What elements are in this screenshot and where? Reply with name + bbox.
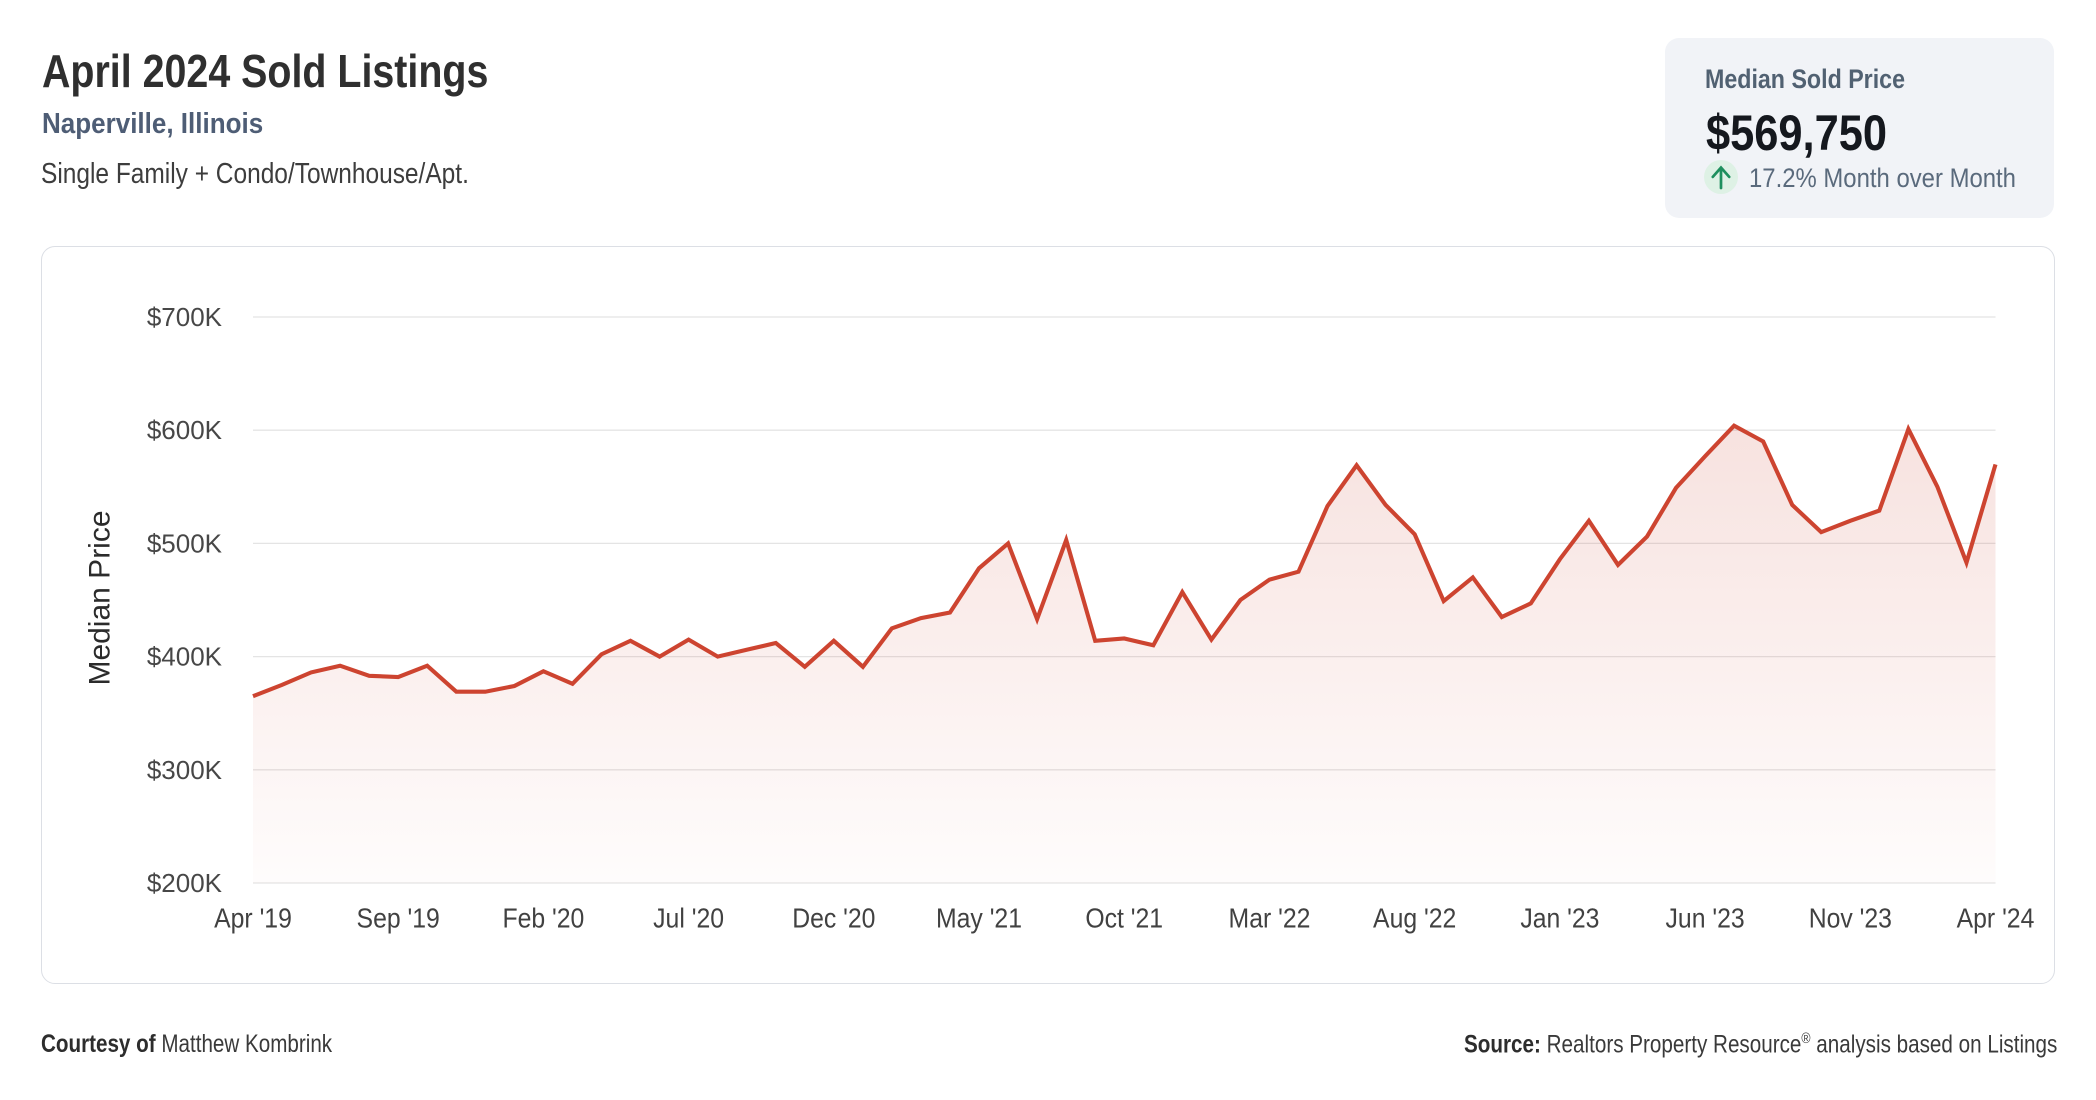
svg-text:Jan '23: Jan '23 bbox=[1520, 903, 1599, 934]
svg-text:Apr '24: Apr '24 bbox=[1957, 903, 2035, 934]
svg-text:Mar '22: Mar '22 bbox=[1229, 903, 1311, 934]
svg-text:$400K: $400K bbox=[147, 642, 223, 672]
svg-text:Nov '23: Nov '23 bbox=[1809, 903, 1892, 934]
svg-text:Apr '19: Apr '19 bbox=[214, 903, 292, 934]
svg-text:Median Price: Median Price bbox=[84, 510, 117, 685]
svg-text:Sep '19: Sep '19 bbox=[357, 903, 440, 934]
svg-text:$500K: $500K bbox=[147, 528, 223, 558]
svg-text:May '21: May '21 bbox=[936, 903, 1022, 934]
svg-text:$700K: $700K bbox=[147, 302, 223, 332]
svg-text:Oct '21: Oct '21 bbox=[1085, 903, 1163, 934]
svg-text:$200K: $200K bbox=[147, 868, 223, 898]
svg-text:$300K: $300K bbox=[147, 755, 223, 785]
svg-text:Feb '20: Feb '20 bbox=[502, 903, 584, 934]
svg-text:Aug '22: Aug '22 bbox=[1373, 903, 1456, 934]
svg-text:Jun '23: Jun '23 bbox=[1666, 903, 1745, 934]
svg-text:Dec '20: Dec '20 bbox=[792, 903, 875, 934]
svg-text:$600K: $600K bbox=[147, 415, 223, 445]
svg-text:Jul '20: Jul '20 bbox=[653, 903, 724, 934]
